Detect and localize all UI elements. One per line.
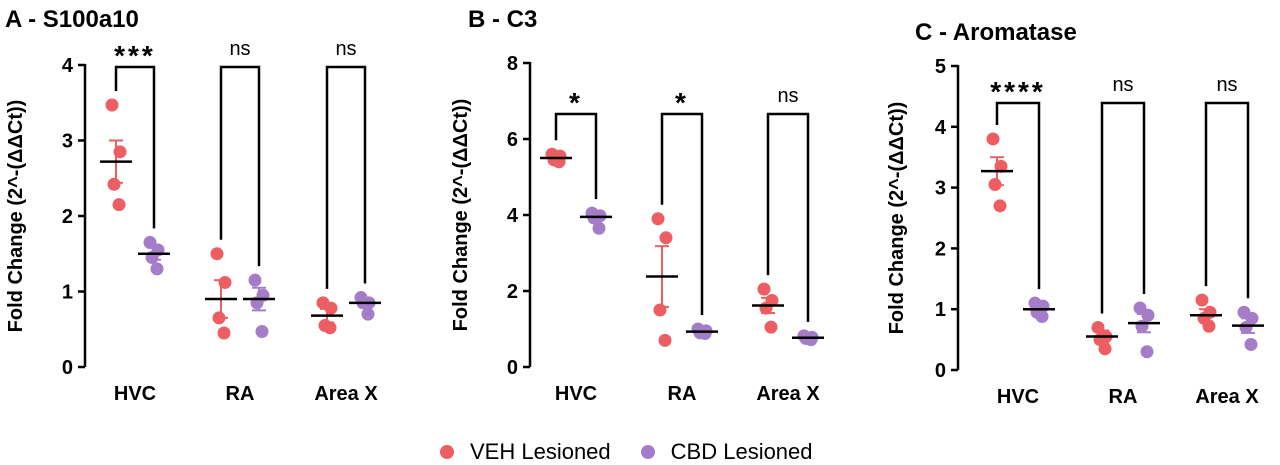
data-point bbox=[105, 98, 119, 112]
y-axis-label: Fold Change (2^-(ΔΔCt)) bbox=[450, 99, 472, 332]
y-tick-label: 4 bbox=[507, 205, 519, 227]
panel-title: C - Aromatase bbox=[915, 19, 1077, 46]
significance-bracket bbox=[114, 65, 156, 229]
data-point bbox=[804, 333, 818, 347]
data-point bbox=[659, 231, 673, 245]
y-tick-label: 3 bbox=[62, 131, 73, 153]
significance-label: ns bbox=[229, 38, 250, 60]
y-tick-label: 5 bbox=[935, 56, 946, 78]
y-tick-label: 0 bbox=[507, 357, 518, 379]
data-point bbox=[217, 326, 231, 340]
y-tick-label: 2 bbox=[935, 238, 946, 260]
x-category-label: RA bbox=[668, 383, 697, 405]
legend-item-cbd: CBD Lesioned bbox=[640, 439, 813, 465]
significance-bracket bbox=[554, 112, 598, 200]
x-category-label: RA bbox=[226, 383, 255, 405]
y-tick-label: 2 bbox=[507, 281, 518, 303]
y-tick-label: 0 bbox=[62, 357, 73, 379]
legend: VEH Lesioned CBD Lesioned bbox=[440, 439, 843, 465]
panel-title: B - C3 bbox=[468, 6, 537, 33]
legend-label-cbd: CBD Lesioned bbox=[670, 439, 813, 464]
data-point bbox=[1140, 345, 1154, 359]
data-point bbox=[592, 221, 606, 235]
y-axis-label: Fold Change (2^-(ΔΔCt)) bbox=[886, 102, 908, 335]
legend-label-veh: VEH Lesioned bbox=[470, 439, 611, 464]
data-point bbox=[1135, 319, 1149, 333]
significance-label: ns bbox=[335, 38, 356, 60]
data-point bbox=[764, 320, 778, 334]
significance-label: * bbox=[675, 87, 689, 118]
x-category-label: Area X bbox=[756, 383, 820, 405]
significance-bracket bbox=[766, 112, 810, 322]
data-point bbox=[255, 325, 269, 339]
data-point bbox=[361, 307, 375, 321]
y-axis-label: Fold Change (2^-(ΔΔCt)) bbox=[5, 100, 27, 333]
significance-bracket bbox=[995, 101, 1041, 290]
data-point bbox=[1098, 342, 1112, 356]
significance-label: ns bbox=[777, 85, 798, 107]
legend-marker-veh bbox=[440, 445, 454, 459]
data-point bbox=[651, 212, 665, 226]
y-tick-label: 4 bbox=[935, 117, 947, 139]
significance-label: * bbox=[569, 87, 583, 118]
y-tick-label: 0 bbox=[935, 360, 946, 382]
data-point bbox=[1202, 319, 1216, 333]
y-tick-label: 2 bbox=[62, 206, 73, 228]
data-point bbox=[107, 177, 121, 191]
data-point bbox=[658, 333, 672, 347]
y-tick-label: 1 bbox=[62, 282, 73, 304]
x-category-label: RA bbox=[1109, 386, 1138, 408]
y-tick-label: 8 bbox=[507, 53, 518, 75]
data-point bbox=[1239, 320, 1253, 334]
data-point bbox=[150, 262, 164, 276]
significance-bracket bbox=[660, 112, 704, 315]
significance-bracket bbox=[1100, 101, 1146, 314]
significance-bracket bbox=[325, 65, 367, 289]
data-point bbox=[210, 247, 224, 261]
significance-label: *** bbox=[114, 40, 156, 71]
significance-bracket bbox=[1204, 101, 1250, 299]
x-category-label: HVC bbox=[555, 383, 597, 405]
y-tick-label: 6 bbox=[507, 129, 518, 151]
data-point bbox=[1244, 337, 1258, 351]
panel-title: A - S100a10 bbox=[5, 6, 139, 33]
data-point bbox=[653, 303, 667, 317]
data-point bbox=[323, 321, 337, 335]
data-point bbox=[1035, 309, 1049, 323]
legend-item-veh: VEH Lesioned bbox=[440, 439, 611, 465]
significance-bracket bbox=[219, 65, 261, 267]
y-tick-label: 1 bbox=[935, 299, 946, 321]
data-point bbox=[248, 273, 262, 287]
x-category-label: Area X bbox=[1195, 386, 1259, 408]
x-category-label: Area X bbox=[314, 383, 378, 405]
data-point bbox=[112, 198, 126, 212]
data-point bbox=[986, 132, 1000, 146]
significance-label: ns bbox=[1112, 74, 1133, 96]
data-point bbox=[993, 199, 1007, 213]
significance-label: ns bbox=[1216, 74, 1237, 96]
y-tick-label: 3 bbox=[935, 178, 946, 200]
y-tick-label: 4 bbox=[62, 55, 74, 77]
significance-label: **** bbox=[990, 76, 1046, 107]
x-category-label: HVC bbox=[997, 386, 1039, 408]
data-point bbox=[1195, 293, 1209, 307]
x-category-label: HVC bbox=[114, 383, 156, 405]
data-point bbox=[757, 282, 771, 296]
legend-marker-cbd bbox=[640, 445, 655, 459]
